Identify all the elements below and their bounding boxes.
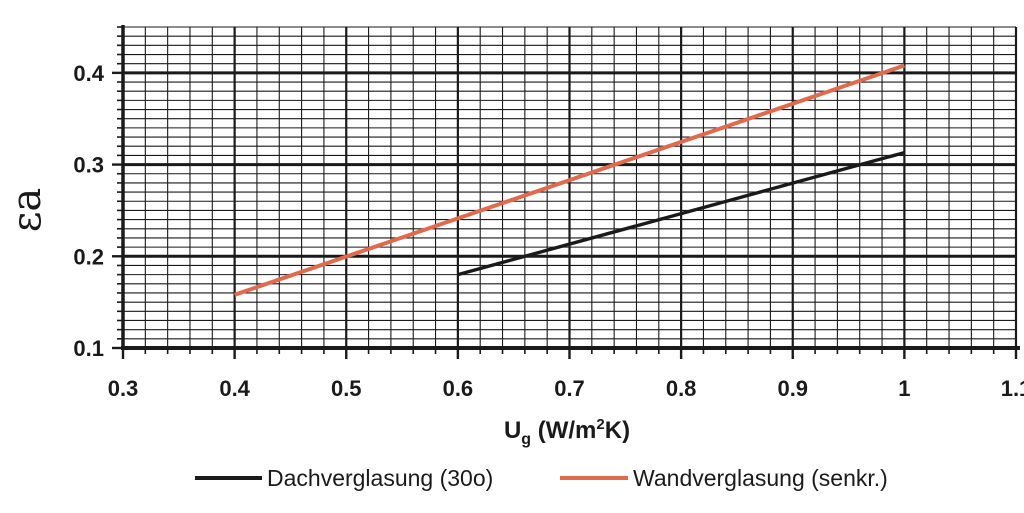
series-line-dachverglasung <box>457 150 905 277</box>
x-tick-label: 0.9 <box>777 376 808 401</box>
x-axis-label-superscript: 2 <box>596 416 604 433</box>
axes <box>112 25 1020 359</box>
series-line-wandverglasung <box>233 63 906 297</box>
x-axis-label-unit-end: K) <box>605 417 630 444</box>
x-axis-label-main: U <box>504 417 521 444</box>
x-tick-label: 0.4 <box>219 376 250 401</box>
y-tick-label: 0.1 <box>73 336 104 361</box>
y-axis-label: εa <box>4 188 50 233</box>
x-tick-label: 0.5 <box>331 376 362 401</box>
x-tick-label: 0.6 <box>443 376 474 401</box>
legend: Dachverglasung (30o) Wandverglasung (sen… <box>195 465 888 491</box>
x-axis-label-subscript: g <box>521 431 531 448</box>
legend-label-dachverglasung: Dachverglasung (30o) <box>267 465 493 491</box>
legend-label-wandverglasung: Wandverglasung (senkr.) <box>633 465 888 491</box>
y-tick-label: 0.2 <box>73 244 104 269</box>
x-tick-label: 1 <box>898 376 910 401</box>
x-tick-label: 1.1 <box>1001 376 1024 401</box>
y-tick-label: 0.3 <box>73 153 104 178</box>
x-tick-label: 0.7 <box>554 376 585 401</box>
tick-labels: 0.3 0.4 0.5 0.6 0.7 0.8 0.9 1 1.1 0.1 0.2 0.3 0.4 <box>73 61 1024 401</box>
y-tick-label: 0.4 <box>73 61 104 86</box>
x-tick-label: 0.8 <box>666 376 697 401</box>
x-axis-label-unit-start: (W/m <box>531 417 596 444</box>
x-axis-label: Ug (W/m2K) <box>504 416 630 448</box>
series-layer <box>233 63 906 297</box>
x-tick-label: 0.3 <box>108 376 139 401</box>
